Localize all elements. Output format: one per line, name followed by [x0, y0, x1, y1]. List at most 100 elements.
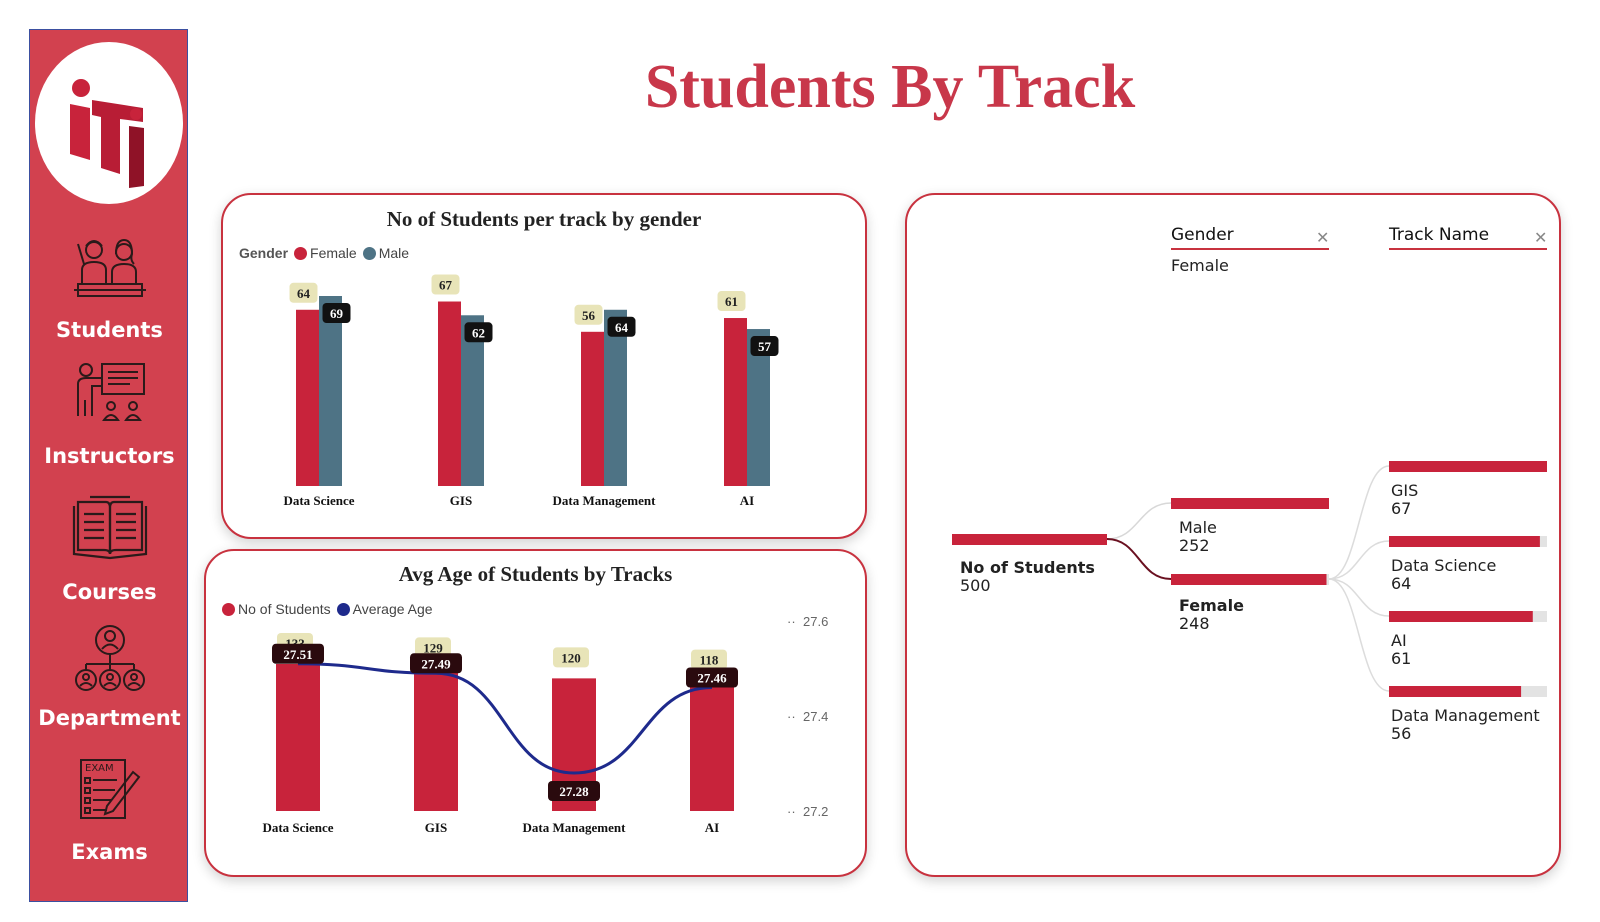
legend-item-female[interactable]: Female: [294, 245, 357, 261]
data-label-female: 56: [582, 308, 596, 323]
sidebar-item-label: Courses: [62, 580, 157, 604]
sidebar-item-courses[interactable]: Courses: [30, 494, 189, 610]
sidebar-item-students[interactable]: Students: [30, 234, 189, 344]
data-label-female: 67: [439, 278, 453, 293]
level2-bar: [1389, 461, 1547, 472]
node-value: 248: [1179, 614, 1210, 633]
data-label-average-age: 27.46: [697, 671, 727, 686]
y2-tick-mark: ··: [787, 804, 796, 819]
legend-label: Average Age: [352, 601, 433, 617]
close-icon[interactable]: ✕: [1316, 230, 1330, 247]
female-swatch: [294, 246, 308, 260]
data-label-male-bg: [322, 303, 351, 323]
node-name: Data Management: [1391, 706, 1540, 725]
root-bar: [952, 534, 1107, 545]
tree-node-ai[interactable]: AI 61: [1391, 632, 1411, 668]
data-label-students-bg: [691, 649, 727, 670]
category-label: AI: [740, 493, 754, 508]
tree-root-node[interactable]: No of Students 500: [960, 559, 1095, 595]
connector: [1328, 465, 1390, 580]
bar-students: [276, 664, 320, 811]
chart-title: Avg Age of Students by Tracks: [398, 562, 673, 586]
svg-text:EXAM: EXAM: [85, 763, 114, 774]
tree-connectors: [952, 461, 1547, 697]
students-swatch: [222, 602, 235, 616]
students-icon: [30, 234, 189, 298]
legend-label: Female: [310, 245, 357, 261]
legend-label: Male: [378, 245, 410, 261]
category-label: GIS: [450, 493, 472, 508]
chart-legend: No of Students Average Age: [222, 601, 439, 617]
data-label-average-age: 27.28: [559, 784, 589, 799]
level1-bar: [1171, 574, 1327, 585]
legend-item-students[interactable]: No of Students: [222, 601, 331, 617]
node-value: 67: [1391, 499, 1412, 518]
level1-bar: [1171, 498, 1329, 509]
level2-bar: [1389, 536, 1540, 547]
org-chart-icon: [30, 624, 189, 692]
y2-tick-mark: ··: [787, 614, 796, 629]
node-name: Male: [1179, 518, 1217, 537]
sidebar-item-label: Exams: [71, 840, 148, 864]
close-icon[interactable]: ✕: [1534, 230, 1548, 247]
data-label-female-bg: [574, 304, 603, 325]
data-label-male-bg: [607, 316, 636, 337]
data-label-male: 64: [615, 320, 629, 335]
category-label: Data Science: [262, 820, 333, 835]
level2-bar: [1389, 611, 1533, 622]
male-swatch: [362, 246, 376, 260]
node-value: 500: [960, 576, 991, 595]
y2-tick-label: 27.2: [803, 804, 828, 819]
legend-label: No of Students: [238, 601, 331, 617]
category-label: Data Science: [283, 493, 354, 508]
connector: [1106, 502, 1172, 540]
y2-tick-label: 27.4: [803, 709, 828, 724]
sidebar-item-instructors[interactable]: Instructors: [30, 360, 189, 472]
bar-male: [747, 329, 770, 486]
data-label-male: 57: [758, 339, 772, 354]
sidebar-item-label: Students: [56, 318, 163, 342]
data-label-students-bg: [415, 637, 451, 658]
track-filter-underline: [1389, 248, 1547, 250]
data-label-students: 129: [423, 640, 443, 655]
data-label-male: 69: [330, 306, 344, 321]
tree-node-gis[interactable]: GIS 67: [1391, 482, 1418, 518]
track-filter-header: Track Name: [1389, 225, 1490, 245]
gender-filter-underline: [1171, 248, 1329, 250]
connector: [1328, 540, 1390, 580]
data-label-female-bg: [717, 291, 746, 312]
tree-node-data-management[interactable]: Data Management 56: [1391, 707, 1540, 743]
gender-filter-value: Female: [1171, 256, 1229, 275]
tree-node-data-science[interactable]: Data Science 64: [1391, 557, 1496, 593]
bar-female: [724, 318, 747, 486]
logo-icon: [70, 79, 144, 188]
bar-male: [461, 315, 484, 486]
bar-female: [438, 301, 461, 486]
data-label-average-age-bg: [272, 643, 324, 664]
node-value: 252: [1179, 536, 1210, 555]
data-label-average-age-bg: [410, 653, 462, 674]
tree-node-female[interactable]: Female 248: [1179, 597, 1244, 633]
tree-node-male[interactable]: Male 252: [1179, 519, 1217, 555]
sidebar-item-department[interactable]: Department: [30, 624, 189, 736]
bar-students: [690, 680, 734, 811]
data-label-female-bg: [431, 274, 460, 295]
data-label-male: 62: [472, 325, 485, 340]
legend-item-average-age[interactable]: Average Age: [336, 601, 433, 617]
node-name: No of Students: [960, 558, 1095, 577]
sidebar-item-exams[interactable]: EXAM Exams: [30, 758, 189, 870]
legend-item-male[interactable]: Male: [362, 245, 410, 261]
page-title: Students By Track: [644, 53, 1136, 121]
data-label-female: 61: [725, 294, 738, 309]
bar-female: [581, 331, 604, 486]
iti-logo: [35, 42, 183, 204]
node-value: 61: [1391, 649, 1412, 668]
data-label-average-age: 27.51: [283, 647, 312, 662]
category-label: AI: [705, 820, 719, 835]
legend-title: Gender: [239, 245, 289, 261]
average-age-swatch: [336, 602, 350, 616]
data-label-male-bg: [750, 336, 779, 357]
exam-icon: EXAM: [30, 758, 189, 822]
sidebar: Students Instructors Cour: [29, 29, 188, 902]
level2-bar: [1389, 686, 1522, 697]
